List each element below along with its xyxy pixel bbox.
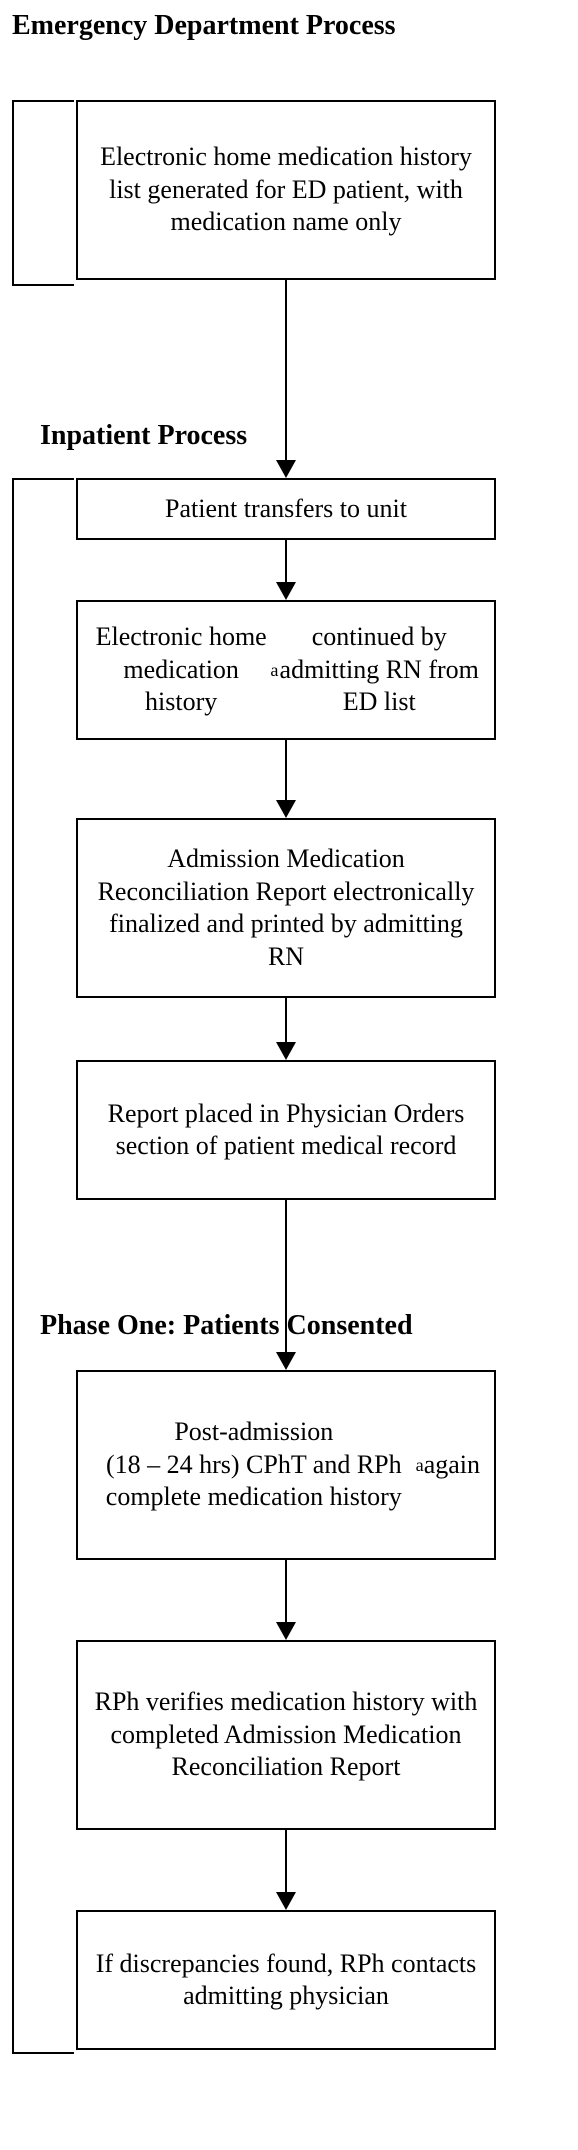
edge-n2-n3-head	[276, 582, 296, 600]
node-history-continued: Electronic home medication historya cont…	[76, 600, 496, 740]
edge-n7-n8-stem	[285, 1830, 287, 1892]
section-title-ed: Emergency Department Process	[12, 10, 396, 42]
node-post-admission: Post-admission(18 – 24 hrs) CPhT and RPh…	[76, 1370, 496, 1560]
node-ed-med-history: Electronic home medication history list …	[76, 100, 496, 280]
section-title-inpatient: Inpatient Process	[40, 420, 247, 452]
edge-n3-n4-head	[276, 800, 296, 818]
node-discrepancies: If discrepancies found, RPh contacts adm…	[76, 1910, 496, 2050]
ed-bracket-vline	[12, 100, 14, 286]
inpatient-bracket-top	[12, 478, 74, 480]
flowchart-canvas: Emergency Department Process Inpatient P…	[0, 0, 578, 2150]
edge-n5-n6-stem	[285, 1200, 287, 1352]
node-patient-transfers: Patient transfers to unit	[76, 478, 496, 540]
edge-n3-n4-stem	[285, 740, 287, 800]
edge-n1-n2-head	[276, 460, 296, 478]
inpatient-bracket-vline	[12, 478, 14, 2054]
edge-n4-n5-head	[276, 1042, 296, 1060]
edge-n6-n7-stem	[285, 1560, 287, 1622]
node-report-finalized: Admission Medication Reconciliation Repo…	[76, 818, 496, 998]
node-rph-verifies: RPh verifies medication history with com…	[76, 1640, 496, 1830]
edge-n5-n6-head	[276, 1352, 296, 1370]
edge-n1-n2-stem	[285, 280, 287, 460]
ed-bracket-bottom	[12, 284, 74, 286]
edge-n2-n3-stem	[285, 540, 287, 582]
section-title-phase1: Phase One: Patients Consented	[40, 1310, 413, 1342]
edge-n4-n5-stem	[285, 998, 287, 1042]
edge-n7-n8-head	[276, 1892, 296, 1910]
inpatient-bracket-bottom	[12, 2052, 74, 2054]
node-report-placed: Report placed in Physician Orders sectio…	[76, 1060, 496, 1200]
edge-n6-n7-head	[276, 1622, 296, 1640]
ed-bracket-top	[12, 100, 74, 102]
